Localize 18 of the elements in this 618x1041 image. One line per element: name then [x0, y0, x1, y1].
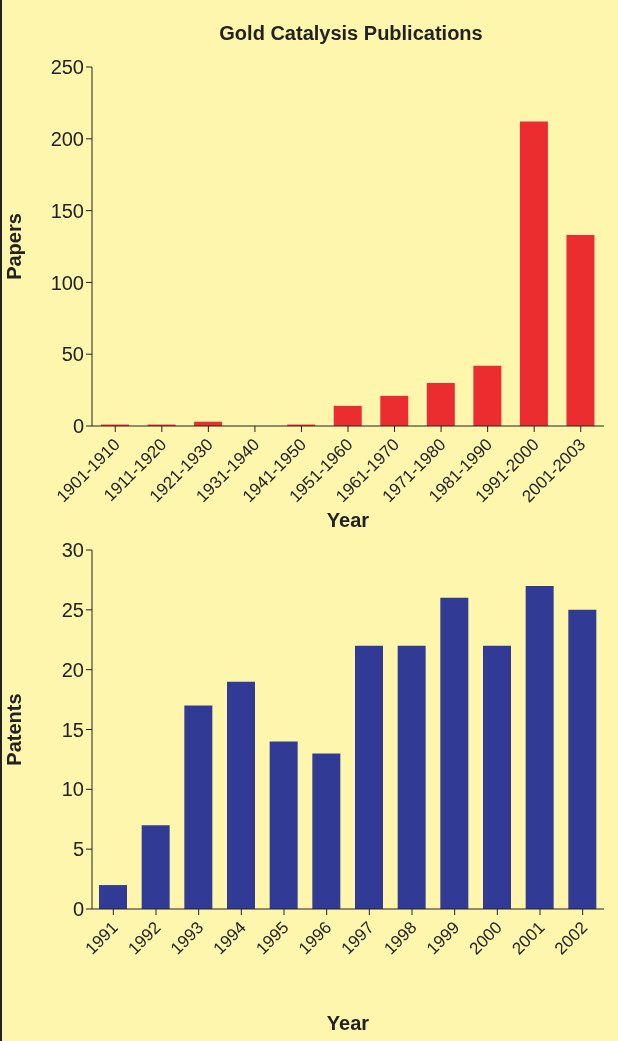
y-tick-label: 30: [61, 539, 84, 562]
y-tick-label: 10: [61, 778, 84, 801]
y-tick-label: 15: [61, 718, 84, 741]
y-tick-label: 200: [50, 127, 84, 150]
y-tick-label: 250: [50, 56, 84, 79]
y-tick-label: 150: [50, 199, 84, 222]
y-tick-label: 100: [50, 271, 84, 294]
chart-title: Gold Catalysis Publications: [218, 22, 484, 45]
x-axis-title: Year: [326, 509, 370, 531]
y-tick-label: 5: [72, 838, 84, 861]
y-tick-label: 0: [72, 415, 84, 438]
y-tick-label: 50: [61, 343, 84, 366]
y-axis-title: Patents: [3, 693, 26, 766]
y-axis-title: Papers: [3, 213, 26, 280]
y-tick-label: 0: [72, 898, 84, 921]
x-axis-title: Year: [326, 1012, 370, 1034]
y-tick-label: 25: [61, 598, 84, 621]
y-tick-label: 20: [61, 658, 84, 681]
